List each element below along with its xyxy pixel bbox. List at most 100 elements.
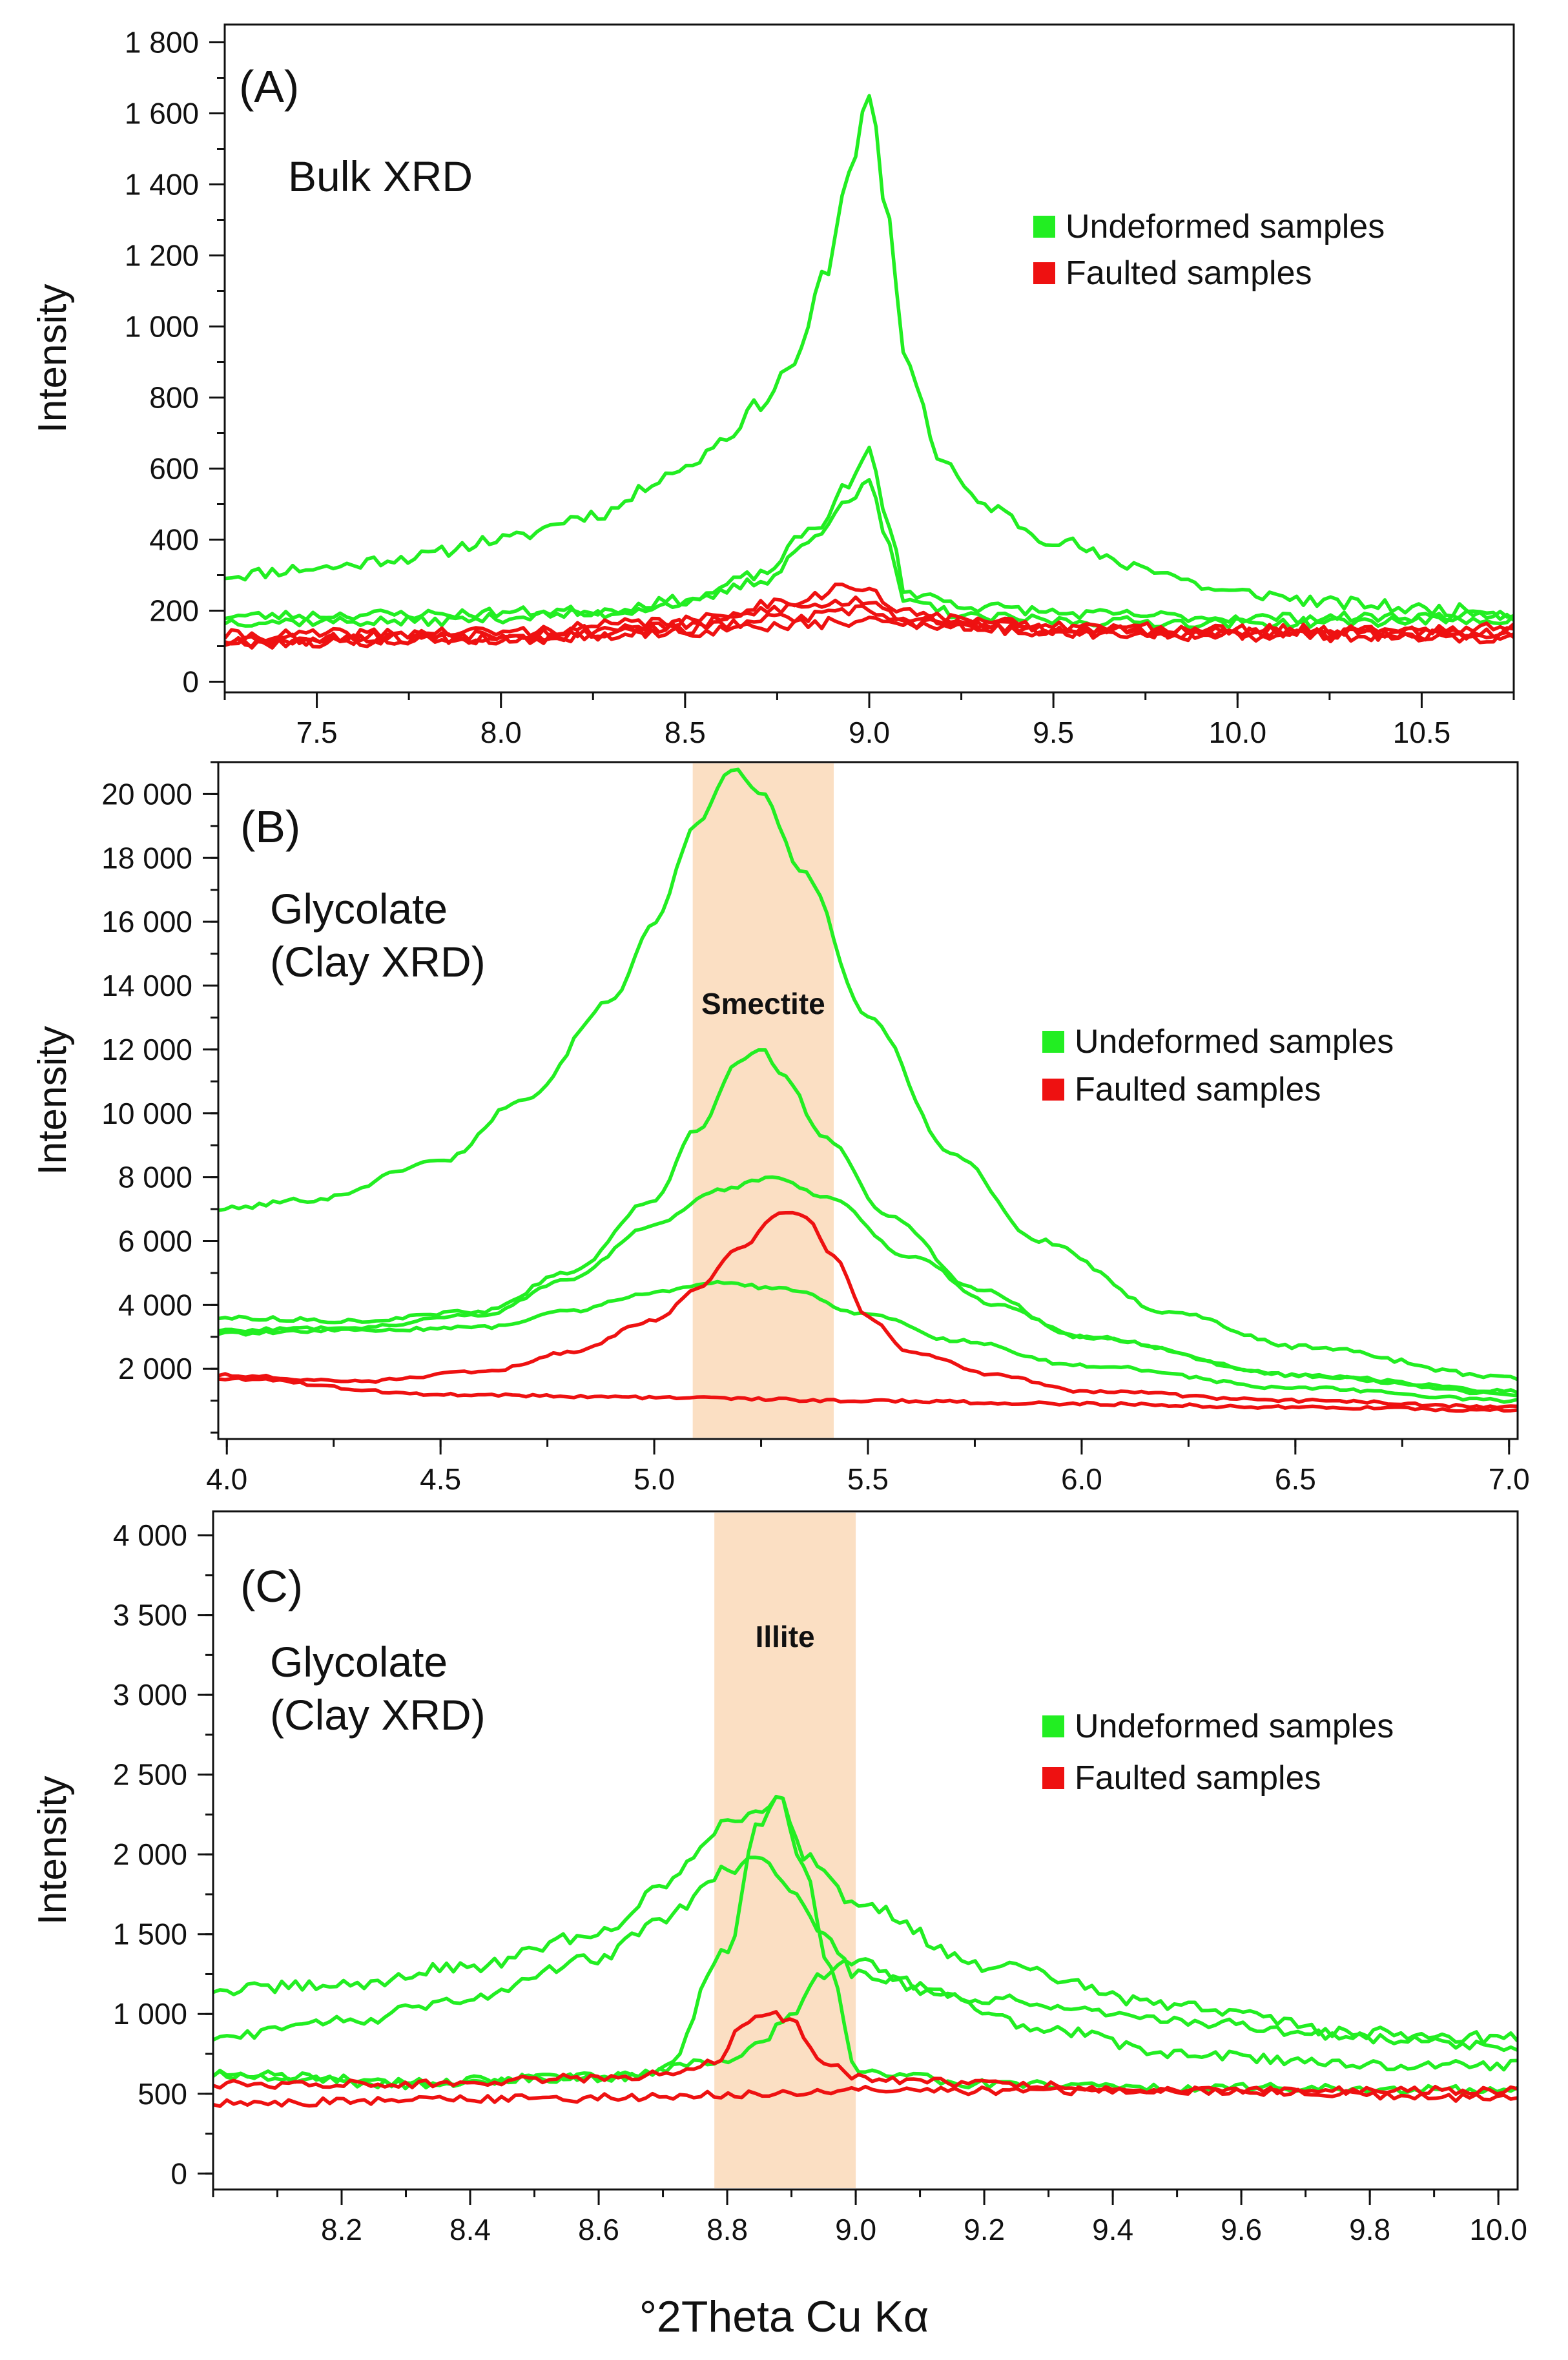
series-line-undeformed xyxy=(225,94,1514,620)
plot-frame xyxy=(223,23,1515,694)
legend-swatch-undeformed xyxy=(1042,1031,1064,1053)
x-tick-label: 9.4 xyxy=(1092,2213,1133,2246)
y-axis-title: Intensity xyxy=(30,284,75,433)
y-tick-label: 0 xyxy=(182,665,199,699)
x-tick-label: 7.5 xyxy=(296,716,338,749)
panel-label: (B) xyxy=(240,802,300,852)
series-line-undeformed xyxy=(225,478,1514,630)
series-line-undeformed xyxy=(213,1795,1518,2045)
legend-label: Undeformed samples xyxy=(1075,1708,1394,1745)
y-tick-label: 3 500 xyxy=(113,1599,187,1632)
y-tick-label: 3 000 xyxy=(113,1678,187,1712)
x-tick-label: 8.4 xyxy=(449,2213,491,2246)
y-tick-label: 14 000 xyxy=(101,969,192,1002)
y-tick-label: 2 500 xyxy=(113,1758,187,1792)
x-tick-label: 10.0 xyxy=(1209,716,1267,749)
panel-title-line: Glycolate xyxy=(270,1638,448,1686)
series-line-undeformed xyxy=(218,1279,1518,1404)
x-tick-label: 6.0 xyxy=(1061,1462,1102,1496)
y-tick-label: 600 xyxy=(149,452,199,486)
x-tick-label: 10.0 xyxy=(1469,2213,1527,2246)
y-tick-label: 1 000 xyxy=(125,310,199,344)
x-tick-label: 8.0 xyxy=(480,716,522,749)
series-group xyxy=(225,94,1514,650)
x-tick-label: 9.0 xyxy=(849,716,890,749)
y-tick-label: 20 000 xyxy=(101,777,192,811)
legend-swatch-faulted xyxy=(1033,262,1055,284)
y-tick-label: 1 800 xyxy=(125,26,199,59)
panel-label: (A) xyxy=(239,61,299,112)
y-tick-label: 4 000 xyxy=(118,1288,192,1321)
y-tick-label: 8 000 xyxy=(118,1161,192,1194)
series-line-undeformed xyxy=(213,1794,1518,2096)
y-tick-label: 1 400 xyxy=(125,168,199,202)
x-tick-label: 9.0 xyxy=(835,2213,876,2246)
y-tick-label: 0 xyxy=(170,2157,187,2190)
panel-title-line: Bulk XRD xyxy=(288,152,473,200)
legend-swatch-faulted xyxy=(1042,1767,1064,1789)
legend-label: Undeformed samples xyxy=(1066,208,1385,245)
x-tick-label: 9.6 xyxy=(1221,2213,1262,2246)
x-tick-label: 8.2 xyxy=(321,2213,362,2246)
series-line-undeformed xyxy=(218,1048,1518,1398)
x-tick-label: 10.5 xyxy=(1393,716,1451,749)
y-tick-label: 1 200 xyxy=(125,239,199,273)
y-tick-label: 400 xyxy=(149,523,199,557)
x-tick-label: 4.5 xyxy=(420,1462,461,1496)
series-line-faulted xyxy=(213,2084,1518,2108)
x-tick-label: 9.8 xyxy=(1349,2213,1390,2246)
x-tick-label: 7.0 xyxy=(1489,1462,1530,1496)
series-group xyxy=(213,1794,1518,2108)
x-tick-label: 8.6 xyxy=(578,2213,619,2246)
legend-swatch-faulted xyxy=(1042,1079,1064,1101)
series-line-undeformed xyxy=(218,767,1518,1382)
y-tick-label: 1 000 xyxy=(113,1997,187,2031)
plot-frame xyxy=(217,761,1519,1440)
legend-label: Undeformed samples xyxy=(1075,1023,1394,1061)
x-tick-label: 8.5 xyxy=(665,716,706,749)
panel-label: (C) xyxy=(240,1561,303,1611)
x-tick-label: 5.0 xyxy=(634,1462,675,1496)
series-line-faulted xyxy=(218,1210,1518,1410)
y-tick-label: 2 000 xyxy=(118,1352,192,1385)
series-line-undeformed xyxy=(213,1856,1518,2053)
series-line-faulted xyxy=(218,1376,1518,1413)
legend-label: Faulted samples xyxy=(1075,1071,1321,1108)
y-tick-label: 18 000 xyxy=(101,841,192,875)
panel-title-line: (Clay XRD) xyxy=(270,1691,486,1739)
y-tick-label: 4 000 xyxy=(113,1518,187,1552)
panel-b: Smectite 2 000 4 000 6 000 8 000 10 000 12 000… xyxy=(30,761,1530,1496)
x-tick-label: 8.8 xyxy=(707,2213,748,2246)
y-tick-label: 800 xyxy=(149,381,199,415)
panel-title-line: (Clay XRD) xyxy=(270,938,486,986)
series-line-undeformed xyxy=(225,445,1514,625)
series-group xyxy=(218,767,1518,1413)
legend-swatch-undeformed xyxy=(1042,1715,1064,1737)
legend-swatch-undeformed xyxy=(1033,216,1055,238)
band-label: Smectite xyxy=(701,987,825,1020)
y-axis-title: Intensity xyxy=(30,1776,75,1925)
plot-frame xyxy=(212,1510,1519,2191)
y-tick-label: 2 000 xyxy=(113,1837,187,1871)
x-tick-label: 9.5 xyxy=(1033,716,1074,749)
y-tick-label: 6 000 xyxy=(118,1225,192,1258)
y-tick-label: 200 xyxy=(149,594,199,628)
panel-title-line: Glycolate xyxy=(270,885,448,933)
highlight-band xyxy=(692,763,834,1438)
series-line-undeformed xyxy=(218,1175,1518,1394)
y-axis-title: Intensity xyxy=(30,1026,75,1175)
y-tick-label: 10 000 xyxy=(101,1097,192,1130)
legend-label: Faulted samples xyxy=(1075,1759,1321,1797)
panel-a: 0 200 400 600 800 1 000 1 200 1 400 1 600 1 800 7.… xyxy=(30,23,1515,749)
highlight-band xyxy=(714,1513,856,2188)
x-tick-label: 6.5 xyxy=(1275,1462,1316,1496)
legend-label: Faulted samples xyxy=(1066,254,1312,292)
y-tick-label: 16 000 xyxy=(101,905,192,938)
y-tick-label: 1 500 xyxy=(113,1918,187,1951)
x-tick-label: 5.5 xyxy=(847,1462,889,1496)
panel-c: Illite 0 500 1 000 1 500 2 000 2 500 3 000 3 500… xyxy=(30,1510,1527,2246)
series-line-faulted xyxy=(225,616,1514,650)
y-tick-label: 500 xyxy=(138,2077,187,2111)
x-axis-title: °2Theta Cu Kα xyxy=(639,2292,929,2341)
